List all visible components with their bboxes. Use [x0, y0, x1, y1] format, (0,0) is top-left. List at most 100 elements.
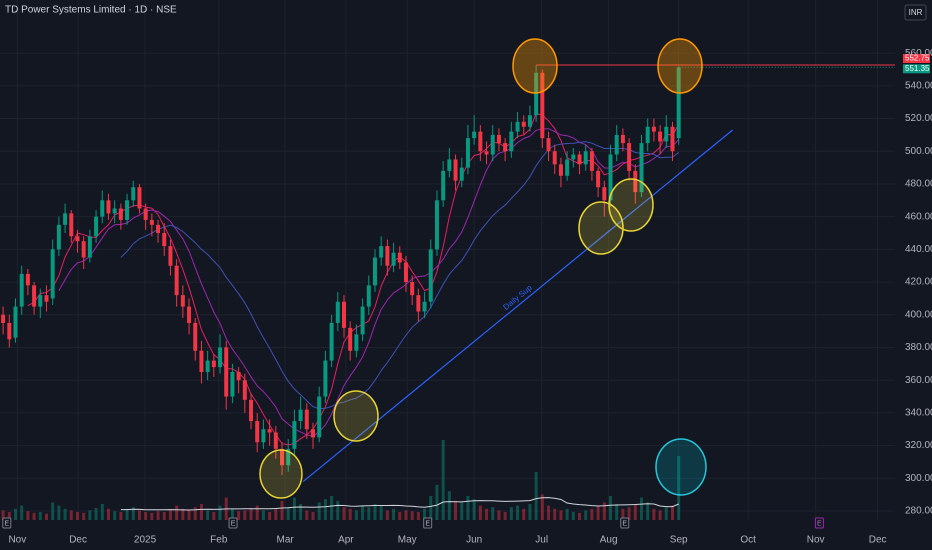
volume-bar	[119, 512, 123, 520]
volume-bar	[82, 512, 86, 520]
volume-bar	[131, 507, 135, 520]
grid	[0, 0, 895, 520]
candle-body	[478, 131, 483, 152]
candle-body	[149, 219, 154, 225]
volume-bar	[429, 496, 433, 520]
candle-body	[509, 131, 514, 152]
candle-body	[205, 360, 210, 373]
candle-body	[341, 301, 346, 328]
highlight-circle	[657, 38, 703, 94]
y-tick-label: 400.00	[905, 309, 932, 320]
candle-body	[366, 285, 371, 307]
volume-bar	[522, 508, 526, 520]
candle-body	[69, 213, 74, 237]
candle-body	[125, 200, 130, 220]
volume-bar	[441, 440, 445, 520]
volume-bar	[677, 456, 681, 520]
candle-body	[416, 295, 421, 312]
highlight-circle	[512, 38, 558, 94]
candle-body	[87, 236, 92, 258]
volume-bar	[367, 507, 371, 520]
y-tick-label: 300.00	[905, 473, 932, 484]
y-tick-label: 340.00	[905, 408, 932, 419]
volume-bar	[658, 510, 662, 520]
volume-bar	[20, 505, 24, 520]
volume-bar	[317, 502, 321, 520]
highlight-circle	[608, 178, 654, 232]
candle-body	[521, 121, 526, 127]
volume-bar	[63, 508, 67, 520]
candle-body	[162, 233, 167, 247]
candle-body	[242, 380, 247, 400]
candle-body	[329, 322, 334, 361]
candle-body	[496, 134, 501, 144]
y-tick-label: 500.00	[905, 146, 932, 157]
candle-body	[596, 170, 601, 188]
volume-bar	[578, 512, 582, 520]
axis-background	[895, 0, 932, 550]
volume-bar	[528, 504, 532, 520]
candle-body	[676, 67, 681, 139]
volume-bar	[565, 508, 569, 520]
volume-average	[120, 497, 679, 511]
x-tick-label: Sep	[670, 535, 688, 546]
x-tick-label: Nov	[807, 535, 825, 546]
volume-bar	[57, 505, 61, 520]
candle-body	[7, 322, 12, 340]
y-tick-label: 420.00	[905, 277, 932, 288]
candle-body	[50, 249, 55, 299]
event-label: E	[425, 520, 430, 527]
volume-bar	[447, 491, 451, 520]
candle-body	[143, 208, 148, 220]
candle-body	[94, 216, 99, 237]
event-label: E	[817, 520, 822, 527]
volume-bar	[392, 508, 396, 520]
volume-bar	[609, 496, 613, 520]
event-marker	[814, 517, 824, 529]
candle-body	[137, 187, 142, 209]
volume-bar	[385, 510, 389, 520]
volume-bar	[342, 507, 346, 520]
y-tick-label: 520.00	[905, 113, 932, 124]
candle-body	[608, 154, 613, 201]
candle-body	[335, 301, 340, 323]
candle-body	[453, 159, 458, 181]
volume-bar	[181, 508, 185, 520]
candle-body	[118, 208, 123, 220]
candle-body	[224, 347, 229, 397]
volume-bar	[168, 510, 172, 520]
volume-bar	[261, 510, 265, 520]
volume-bar	[497, 510, 501, 520]
candle-body	[236, 372, 241, 381]
x-tick-label: Feb	[210, 535, 228, 546]
volume-bar	[639, 497, 643, 520]
candle-body	[589, 151, 594, 171]
candle-body	[410, 282, 415, 296]
candle-body	[428, 249, 433, 302]
candle-body	[168, 246, 173, 266]
volume-bar	[553, 508, 557, 520]
candle-body	[602, 187, 607, 201]
event-marker	[620, 517, 630, 529]
candle-body	[81, 241, 86, 258]
price-label-box	[903, 64, 930, 74]
candle-body	[199, 350, 204, 373]
volume-bar	[144, 512, 148, 520]
candle-body	[280, 448, 285, 466]
currency-box[interactable]	[904, 4, 927, 21]
volume-bar	[584, 510, 588, 520]
volume-bar	[559, 510, 563, 520]
volume-bar	[615, 504, 619, 520]
y-tick-label: 560.00	[905, 48, 932, 59]
candle-body	[187, 306, 192, 323]
x-tick-label: Apr	[338, 535, 354, 546]
highlight-circle	[333, 390, 379, 442]
last-price-label: 551.35	[905, 64, 930, 73]
volume-bar	[534, 472, 538, 520]
candle-body	[32, 285, 37, 307]
volume-bar	[540, 494, 544, 520]
volume-bar	[516, 505, 520, 520]
volume-bar	[404, 510, 408, 520]
